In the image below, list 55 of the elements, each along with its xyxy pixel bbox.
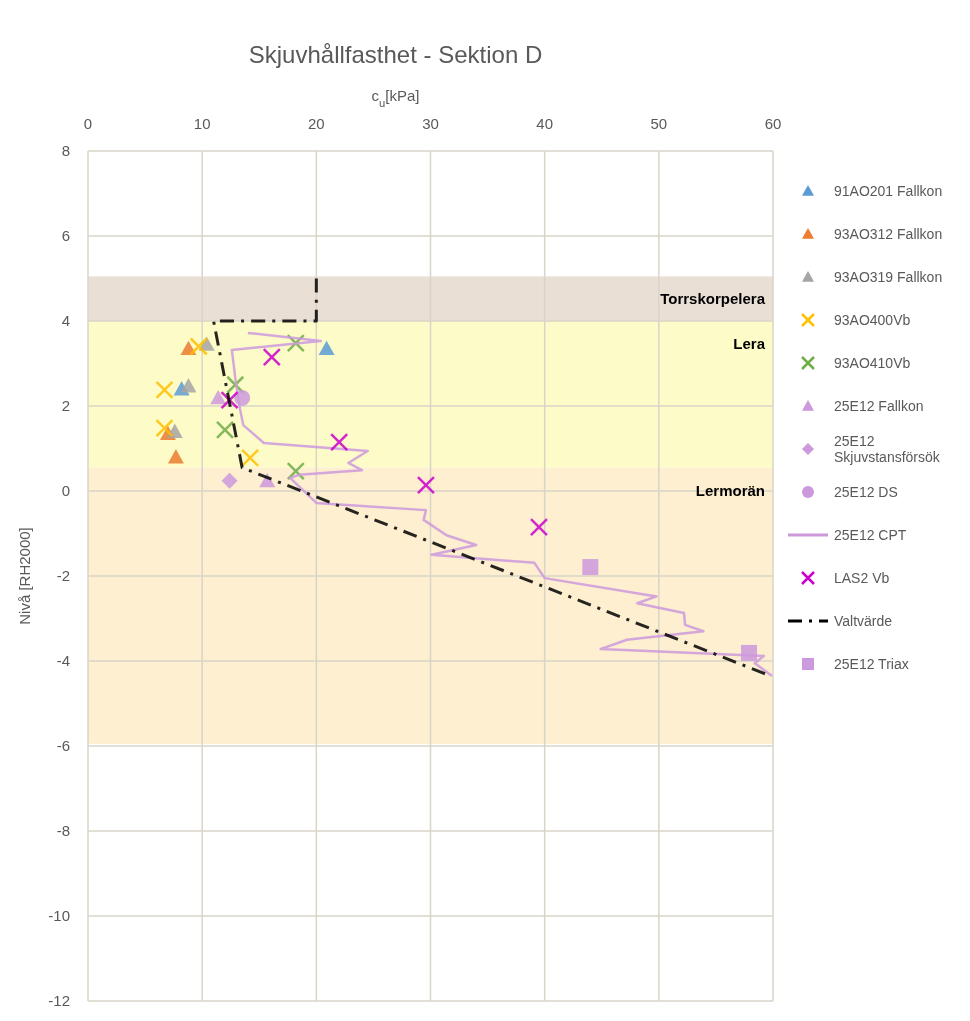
point <box>215 420 235 440</box>
point <box>166 423 183 438</box>
point <box>240 448 260 468</box>
band-label: Torrskorpelera <box>660 290 766 308</box>
legend-label: LAS2 Vb <box>834 570 890 586</box>
point <box>189 337 208 356</box>
x-tick-label: 60 <box>764 115 782 132</box>
x-tick-label: 50 <box>650 115 668 132</box>
y-tick-label: -6 <box>56 737 70 754</box>
y-tick-label: -12 <box>48 992 70 1009</box>
legend-label: 25E12 Triax <box>834 656 909 672</box>
y-tick-label: 2 <box>61 397 70 414</box>
point <box>221 472 238 489</box>
line-series <box>212 277 767 676</box>
x-axis-title: c$_{u}$[kPa] <box>371 87 420 109</box>
legend-label: Valtvärde <box>834 613 893 629</box>
band-label: Lermorän <box>695 481 765 499</box>
y-tick-label: 4 <box>61 312 70 329</box>
point <box>529 517 549 537</box>
point <box>155 380 174 400</box>
legend-label: 25E12 Fallkon <box>834 398 924 414</box>
x-tick-label: 0 <box>83 115 93 132</box>
y-tick-label: 6 <box>61 227 70 244</box>
x-tick-label: 40 <box>536 115 554 132</box>
point <box>155 418 174 438</box>
chart-title: Skjuvhållfasthet - Sektion D <box>248 41 543 68</box>
point <box>329 432 349 452</box>
point <box>741 644 758 661</box>
y-tick-label: -8 <box>56 822 70 839</box>
legend-label: 93AO319 Fallkon <box>834 269 943 285</box>
line-series <box>230 331 774 678</box>
legend-label: 25E12 Skjuvstansförsök <box>834 433 941 465</box>
x-tick-label: 20 <box>307 115 325 132</box>
point <box>318 340 335 356</box>
legend-label: 93AO400Vb <box>834 312 911 328</box>
legend-label: 93AO312 Fallkon <box>834 226 943 242</box>
y-tick-label: -2 <box>56 567 70 584</box>
y-tick-label: -10 <box>48 907 70 924</box>
x-tick-label: 30 <box>422 115 439 132</box>
y-tick-label: -4 <box>56 652 70 669</box>
point <box>210 389 227 405</box>
point <box>262 347 282 367</box>
legend-label: 93AO410Vb <box>834 355 911 371</box>
band-label: Lera <box>733 335 766 352</box>
legend-label: 25E12 DS <box>834 484 898 500</box>
legend-label: 91AO201 Fallkon <box>834 183 943 199</box>
y-axis-title: Nivå [RH2000] <box>16 527 33 625</box>
point <box>167 449 184 464</box>
point <box>582 559 599 576</box>
y-tick-label: 8 <box>61 142 70 159</box>
y-tick-label: 0 <box>61 482 70 499</box>
legend-label: 25E12 CPT <box>834 527 907 543</box>
point <box>416 475 436 495</box>
point <box>180 378 197 393</box>
x-tick-label: 10 <box>193 115 211 132</box>
